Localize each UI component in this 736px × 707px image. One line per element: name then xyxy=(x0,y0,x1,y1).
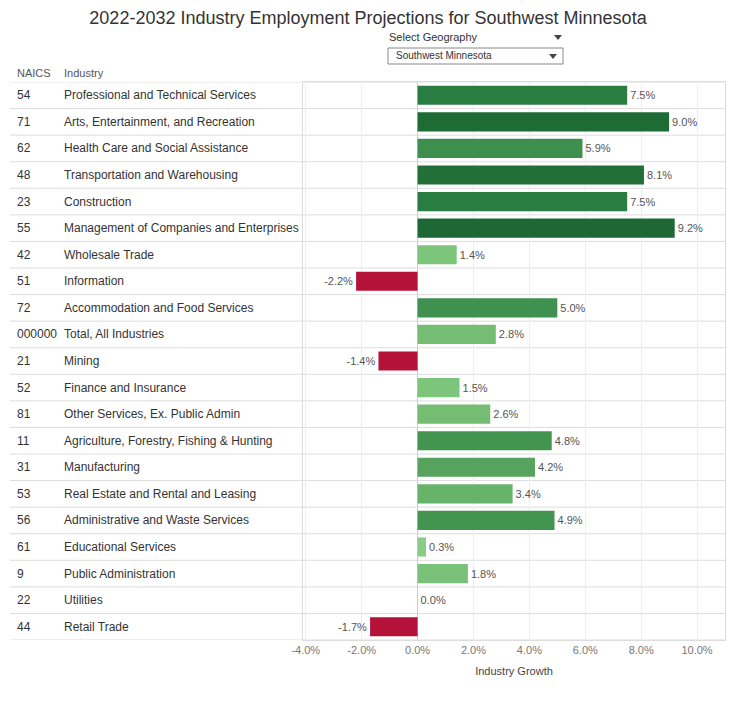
svg-text:2.8%: 2.8% xyxy=(499,328,524,340)
svg-text:0.0%: 0.0% xyxy=(421,594,446,606)
svg-text:72: 72 xyxy=(17,301,31,315)
svg-text:5.9%: 5.9% xyxy=(585,142,610,154)
svg-text:7.5%: 7.5% xyxy=(630,196,655,208)
svg-text:-1.7%: -1.7% xyxy=(338,621,367,633)
svg-text:71: 71 xyxy=(17,115,31,129)
svg-text:-2.2%: -2.2% xyxy=(324,275,353,287)
svg-text:4.2%: 4.2% xyxy=(538,461,563,473)
svg-text:Arts, Entertainment, and Recre: Arts, Entertainment, and Recreation xyxy=(64,115,255,129)
svg-text:2.0%: 2.0% xyxy=(461,644,486,656)
svg-text:1.8%: 1.8% xyxy=(471,568,496,580)
svg-text:Mining: Mining xyxy=(64,354,99,368)
svg-text:Management of Companies and En: Management of Companies and Enterprises xyxy=(64,221,299,235)
svg-text:54: 54 xyxy=(17,88,31,102)
svg-text:23: 23 xyxy=(17,195,31,209)
svg-text:10.0%: 10.0% xyxy=(681,644,712,656)
svg-text:7.5%: 7.5% xyxy=(630,89,655,101)
svg-text:4.0%: 4.0% xyxy=(517,644,542,656)
svg-text:5.0%: 5.0% xyxy=(560,302,585,314)
svg-text:Other Services, Ex. Public Adm: Other Services, Ex. Public Admin xyxy=(64,407,240,421)
svg-text:1.4%: 1.4% xyxy=(460,249,485,261)
svg-text:Transportation and Warehousing: Transportation and Warehousing xyxy=(64,168,238,182)
svg-text:Construction: Construction xyxy=(64,195,131,209)
svg-text:Educational Services: Educational Services xyxy=(64,540,176,554)
svg-text:Administrative and Waste Servi: Administrative and Waste Services xyxy=(64,513,249,527)
svg-text:62: 62 xyxy=(17,141,31,155)
svg-text:Retail Trade: Retail Trade xyxy=(64,620,129,634)
svg-text:21: 21 xyxy=(17,354,31,368)
svg-text:2022-2032 Industry Employment: 2022-2032 Industry Employment Projection… xyxy=(89,8,647,28)
svg-text:9.2%: 9.2% xyxy=(678,222,703,234)
svg-text:0.3%: 0.3% xyxy=(429,541,454,553)
svg-text:000000: 000000 xyxy=(17,327,57,341)
svg-text:11: 11 xyxy=(17,434,30,448)
svg-text:4.8%: 4.8% xyxy=(555,435,580,447)
svg-text:31: 31 xyxy=(17,460,31,474)
svg-text:61: 61 xyxy=(17,540,31,554)
svg-text:Professional and Technical Ser: Professional and Technical Services xyxy=(64,88,256,102)
svg-text:-2.0%: -2.0% xyxy=(347,644,376,656)
svg-text:81: 81 xyxy=(17,407,31,421)
svg-text:44: 44 xyxy=(17,620,31,634)
svg-text:Wholesale Trade: Wholesale Trade xyxy=(64,248,154,262)
svg-text:Information: Information xyxy=(64,274,124,288)
svg-text:4.9%: 4.9% xyxy=(558,514,583,526)
svg-text:-4.0%: -4.0% xyxy=(291,644,320,656)
svg-text:Industry Growth: Industry Growth xyxy=(475,665,553,677)
svg-text:52: 52 xyxy=(17,381,31,395)
svg-text:Industry: Industry xyxy=(64,67,104,79)
svg-text:Agriculture, Forestry, Fishing: Agriculture, Forestry, Fishing & Hunting xyxy=(64,434,273,448)
svg-text:Utilities: Utilities xyxy=(64,593,103,607)
svg-text:Select Geography: Select Geography xyxy=(389,31,478,43)
svg-text:9.0%: 9.0% xyxy=(672,116,697,128)
svg-text:Accommodation and Food Service: Accommodation and Food Services xyxy=(64,301,253,315)
svg-text:Manufacturing: Manufacturing xyxy=(64,460,140,474)
svg-text:-1.4%: -1.4% xyxy=(347,355,376,367)
svg-text:Finance and Insurance: Finance and Insurance xyxy=(64,381,186,395)
svg-text:9: 9 xyxy=(17,567,24,581)
svg-text:55: 55 xyxy=(17,221,31,235)
svg-text:1.5%: 1.5% xyxy=(463,382,488,394)
svg-text:NAICS: NAICS xyxy=(17,67,51,79)
svg-text:8.1%: 8.1% xyxy=(647,169,672,181)
svg-text:56: 56 xyxy=(17,513,31,527)
svg-text:42: 42 xyxy=(17,248,31,262)
svg-text:Public Administration: Public Administration xyxy=(64,567,175,581)
svg-text:3.4%: 3.4% xyxy=(516,488,541,500)
svg-text:Total, All Industries: Total, All Industries xyxy=(64,327,164,341)
svg-text:48: 48 xyxy=(17,168,31,182)
svg-text:0.0%: 0.0% xyxy=(405,644,430,656)
svg-text:22: 22 xyxy=(17,593,31,607)
svg-text:8.0%: 8.0% xyxy=(629,644,654,656)
svg-text:51: 51 xyxy=(17,274,31,288)
svg-text:6.0%: 6.0% xyxy=(573,644,598,656)
svg-text:2.6%: 2.6% xyxy=(493,408,518,420)
svg-text:53: 53 xyxy=(17,487,31,501)
svg-text:Real Estate and Rental and Lea: Real Estate and Rental and Leasing xyxy=(64,487,256,501)
svg-text:Health Care and Social Assista: Health Care and Social Assistance xyxy=(64,141,248,155)
svg-text:Southwest Minnesota: Southwest Minnesota xyxy=(396,50,492,61)
